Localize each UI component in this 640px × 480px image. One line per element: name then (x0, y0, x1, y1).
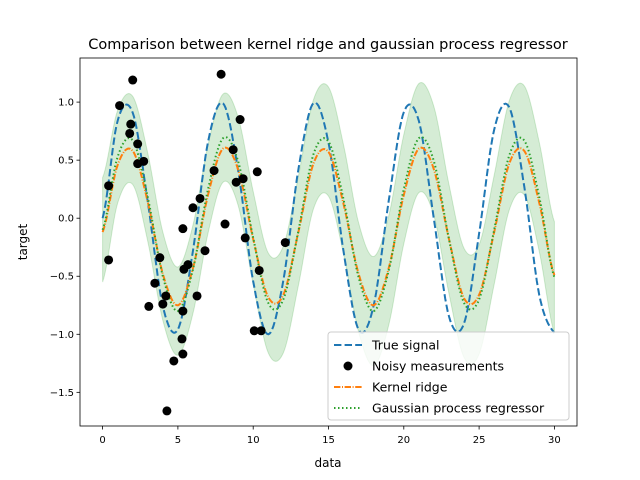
y-tick-label: −1.5 (50, 388, 74, 399)
x-tick-label: 15 (322, 435, 335, 446)
legend-swatch (343, 361, 353, 371)
legend: True signal Noisy measurements Kernel ridg… (327, 331, 570, 421)
legend-label: Gaussian process regressor (372, 401, 545, 416)
legend-box (327, 331, 570, 421)
data-point (220, 219, 230, 229)
data-point (231, 177, 241, 187)
data-point (158, 299, 168, 309)
chart-title: Comparison between kernel ridge and gaus… (88, 37, 568, 53)
x-tick-label: 20 (397, 435, 410, 446)
data-point (126, 119, 136, 129)
data-point (252, 167, 262, 177)
y-tick-label: 1.0 (58, 98, 74, 109)
y-tick-label: 0.0 (58, 214, 74, 225)
data-point (235, 115, 245, 125)
data-point (104, 255, 114, 265)
y-tick-label: 0.5 (58, 156, 74, 167)
data-point (155, 253, 165, 263)
data-point (161, 291, 171, 301)
data-point (115, 101, 125, 111)
data-point (133, 139, 143, 149)
data-point (177, 334, 187, 344)
data-point (178, 224, 188, 234)
data-point (139, 156, 149, 166)
data-point (238, 174, 248, 184)
data-point (183, 260, 193, 270)
data-point (200, 246, 210, 256)
data-point (209, 166, 219, 176)
data-point (195, 193, 205, 203)
data-point (240, 233, 250, 243)
data-point (188, 203, 198, 213)
series-line-0 (101, 101, 556, 336)
y-axis-label: target (16, 223, 30, 260)
data-point (280, 238, 290, 248)
x-tick-label: 30 (548, 435, 561, 446)
data-point (216, 69, 226, 79)
data-point (144, 301, 154, 311)
y-tick-label: −1.0 (50, 330, 74, 341)
data-point (125, 128, 135, 138)
x-tick-label: 5 (175, 435, 181, 446)
data-point (128, 75, 138, 85)
data-point (256, 326, 266, 336)
x-tick-label: 25 (473, 435, 486, 446)
data-point (254, 265, 264, 275)
legend-label: Noisy measurements (372, 359, 504, 374)
x-tick-label: 10 (247, 435, 260, 446)
legend-label: Kernel ridge (372, 380, 448, 395)
series-line-1 (101, 146, 556, 307)
data-point (249, 326, 259, 336)
series-line-2 (101, 135, 556, 313)
x-axis-label: data (314, 456, 341, 470)
data-point (104, 181, 114, 191)
data-point (192, 291, 202, 301)
data-point (162, 406, 172, 416)
legend-label: True signal (371, 338, 440, 353)
y-tick-label: −0.5 (50, 272, 74, 283)
data-point (169, 356, 179, 366)
x-tick-label: 0 (99, 435, 105, 446)
data-point (150, 278, 160, 288)
gp-uncertainty-band (102, 81, 555, 367)
data-point (228, 145, 238, 155)
data-point (178, 349, 188, 359)
data-point (178, 306, 188, 316)
plot-area: 0 5 10 15 20 25 30 −1.5 −1.0 −0.5 0.0 0.5 1.0 True si… (50, 57, 578, 446)
